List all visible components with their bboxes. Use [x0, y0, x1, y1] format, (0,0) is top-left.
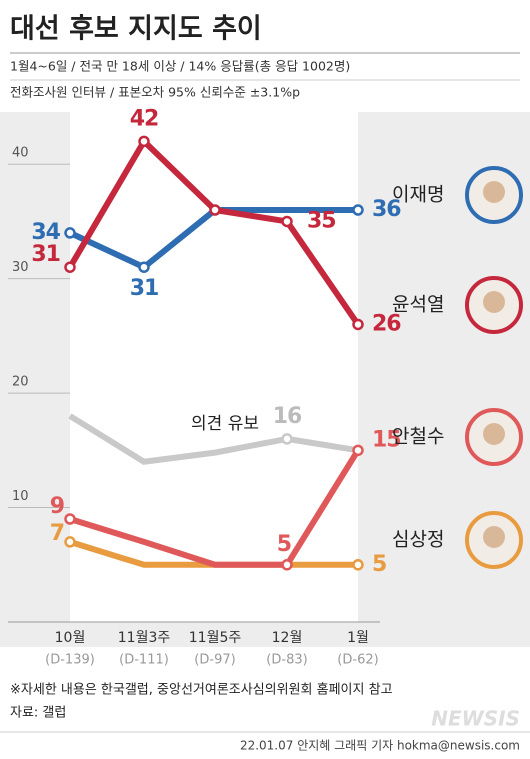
note: ※자세한 내용은 한국갤럽, 중앙선거여론조사심의위원회 홈페이지 참고	[10, 683, 393, 698]
value-label: 42	[130, 106, 159, 131]
logo: NEWSIS	[431, 707, 520, 731]
value-label: 31	[130, 276, 159, 301]
x-sub-label: (D-139)	[45, 653, 95, 668]
point	[352, 318, 364, 331]
value-label: 5	[277, 532, 291, 557]
point	[352, 444, 364, 457]
legend-label: 의견 유보	[191, 414, 259, 434]
point	[64, 513, 76, 525]
plot-band	[70, 112, 358, 622]
point	[281, 433, 293, 445]
series-line	[68, 413, 359, 465]
value-label: 36	[372, 197, 401, 222]
point	[64, 261, 76, 273]
legend-label: 안철수	[392, 426, 444, 448]
y-tick-label: 10	[12, 489, 29, 504]
x-tick-label: 12월	[272, 630, 303, 646]
legend-label: 윤석열	[392, 294, 444, 316]
chart-title: 대선 후보 지지도 추이	[10, 14, 262, 45]
value-label: 31	[31, 242, 60, 267]
legend-photo-face	[483, 423, 505, 445]
point	[209, 204, 221, 216]
x-sub-label: (D-83)	[266, 653, 307, 668]
x-sub-label: (D-62)	[337, 653, 378, 668]
value-label: 7	[50, 521, 64, 546]
legend-photo-face	[483, 526, 505, 548]
point	[281, 559, 293, 571]
point	[64, 227, 76, 239]
legend-label: 이재명	[392, 184, 444, 206]
legend-photo-face	[483, 291, 505, 313]
x-sub-label: (D-97)	[194, 653, 235, 668]
series-line	[69, 448, 361, 568]
point	[64, 536, 76, 548]
value-label: 34	[31, 220, 60, 245]
value-label: 15	[372, 427, 401, 452]
point	[138, 135, 150, 148]
point	[352, 559, 364, 571]
x-sub-label: (D-111)	[119, 653, 169, 668]
y-tick-label: 30	[12, 260, 29, 275]
value-label: 26	[372, 311, 401, 336]
x-tick-label: 10월	[55, 630, 86, 646]
subtitle: 전화조사원 인터뷰 / 표본오차 95% 신뢰수준 ±3.1%p	[10, 85, 300, 100]
x-tick-label: 1월	[347, 630, 369, 646]
subtitle: 1월4~6일 / 전국 만 18세 이상 / 14% 응답률(총 응답 1002…	[10, 59, 350, 74]
value-label: 5	[372, 552, 386, 577]
point	[352, 204, 364, 216]
y-tick-label: 20	[12, 375, 29, 390]
source: 자료: 갤럽	[10, 706, 66, 721]
value-label: 35	[307, 208, 336, 233]
legend-label: 심상정	[392, 529, 444, 551]
value-label: 9	[50, 494, 64, 519]
y-tick-label: 40	[12, 146, 29, 161]
x-tick-label: 11월5주	[189, 630, 242, 646]
credit: 22.01.07 안지혜 그래픽 기자 hokma@newsis.com	[240, 739, 520, 753]
x-tick-label: 11월3주	[118, 630, 171, 646]
point	[138, 261, 150, 273]
legend-photo-face	[483, 181, 505, 203]
value-label: 16	[273, 404, 302, 429]
point	[281, 215, 293, 228]
